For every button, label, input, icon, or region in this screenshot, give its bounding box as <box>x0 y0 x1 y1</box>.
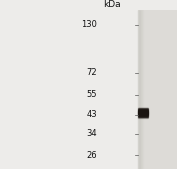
Bar <box>140 10 141 169</box>
Bar <box>138 117 148 118</box>
Bar <box>141 10 142 169</box>
Text: 26: 26 <box>87 151 97 160</box>
Text: 55: 55 <box>87 90 97 99</box>
Text: kDa: kDa <box>103 0 120 9</box>
Bar <box>142 10 143 169</box>
Text: 72: 72 <box>87 68 97 77</box>
Bar <box>138 10 177 169</box>
Bar <box>138 112 148 113</box>
Text: 34: 34 <box>87 129 97 138</box>
Bar <box>139 10 140 169</box>
Bar <box>138 113 148 114</box>
Bar <box>138 114 148 115</box>
Text: 130: 130 <box>81 20 97 29</box>
Bar <box>138 109 148 110</box>
Bar <box>138 108 148 109</box>
Text: 43: 43 <box>87 110 97 119</box>
Bar <box>138 116 148 117</box>
Bar <box>138 111 148 112</box>
Bar <box>138 10 139 169</box>
Bar <box>138 115 148 116</box>
Bar <box>138 110 148 111</box>
